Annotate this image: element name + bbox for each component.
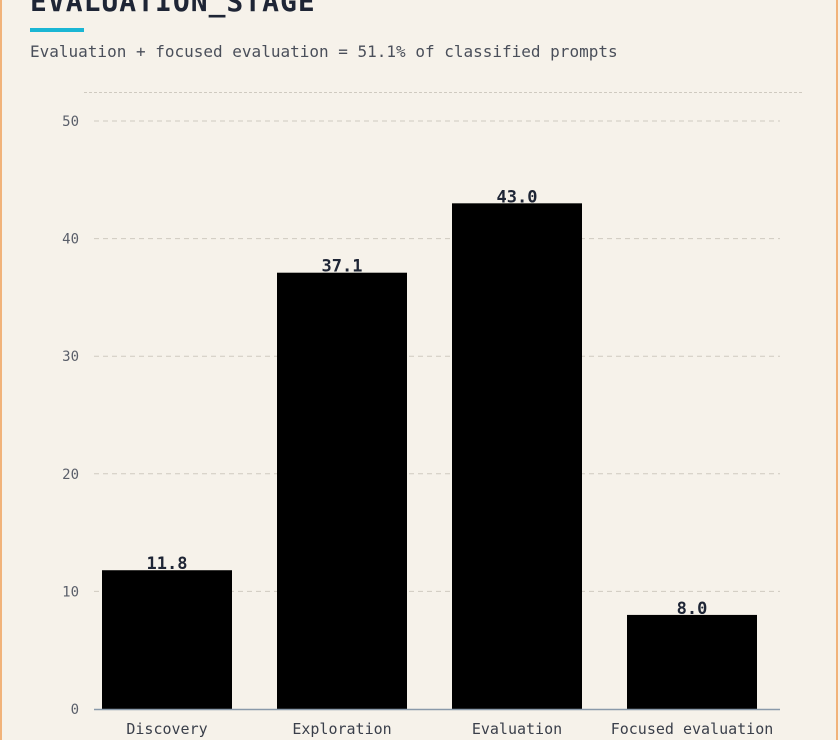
y-axis-ticks: 0 10 20 30 40 50 xyxy=(62,114,79,718)
x-label-exploration: Exploration xyxy=(292,720,391,738)
x-axis-labels: Discovery Exploration Evaluation Focused ev… xyxy=(126,720,773,738)
y-tick-label-50: 50 xyxy=(62,114,79,130)
bar-focused-evaluation xyxy=(627,614,757,709)
y-tick-label-40: 40 xyxy=(62,232,79,248)
y-tick-label-30: 30 xyxy=(62,349,79,365)
grid-lines xyxy=(94,120,780,592)
bars xyxy=(102,203,757,709)
value-labels: 11.8 37.1 43.0 8.0 xyxy=(147,187,708,619)
bar-evaluation xyxy=(452,203,582,709)
value-label-discovery: 11.8 xyxy=(147,554,188,574)
x-label-focused-evaluation: Focused evaluation xyxy=(611,720,774,738)
y-tick-label-20: 20 xyxy=(62,467,79,483)
x-label-evaluation: Evaluation xyxy=(472,720,562,738)
chart-subtitle: Evaluation + focused evaluation = 51.1% … xyxy=(30,42,618,61)
chart-title: EVALUATION_STAGE xyxy=(30,0,316,18)
top-grid-rule xyxy=(84,92,802,93)
x-label-discovery: Discovery xyxy=(126,720,207,738)
value-label-focused-evaluation: 8.0 xyxy=(677,599,708,619)
y-tick-label-10: 10 xyxy=(62,584,79,600)
bar-exploration xyxy=(277,272,407,709)
bar-discovery xyxy=(102,570,232,709)
title-accent-bar xyxy=(30,28,84,32)
y-tick-label-0: 0 xyxy=(71,702,79,718)
value-label-exploration: 37.1 xyxy=(322,257,363,277)
value-label-evaluation: 43.0 xyxy=(497,187,538,207)
